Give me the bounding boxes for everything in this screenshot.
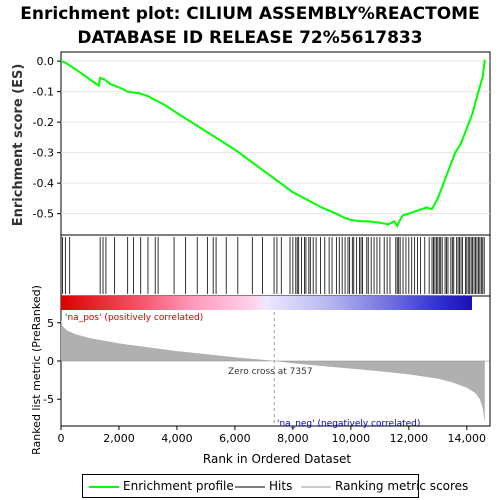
x-tick-label: 4,000	[161, 432, 193, 445]
chart-title: Enrichment plot: CILIUM ASSEMBLY%REACTOM…	[0, 2, 500, 50]
x-tick-label: 2,000	[103, 432, 135, 445]
x-tick-label: 6,000	[219, 432, 251, 445]
chart-title-line2: DATABASE ID RELEASE 72%5617833	[77, 28, 423, 48]
x-tick-label: 0	[58, 432, 65, 445]
legend-swatch-hits	[235, 485, 265, 488]
legend-swatch-ranking	[301, 485, 331, 488]
es-y-tick-label: -0.4	[33, 177, 54, 190]
legend-item-enrichment-profile: Enrichment profile	[89, 479, 234, 493]
legend: Enrichment profile Hits Ranking metric s…	[82, 474, 468, 498]
es-y-tick-label: -0.1	[33, 86, 54, 99]
ranking-color-band	[61, 296, 472, 310]
chart-title-line1: Enrichment plot: CILIUM ASSEMBLY%REACTOM…	[20, 4, 480, 24]
legend-item-ranking-metric: Ranking metric scores	[301, 479, 468, 493]
x-tick-label: 14,000	[448, 432, 487, 445]
es-y-axis-label: Enrichment score (ES)	[11, 64, 26, 227]
enrichment-profile-line	[60, 59, 486, 228]
es-y-tick-label: -0.2	[33, 116, 54, 129]
es-y-tick-label: 0.0	[37, 55, 55, 68]
x-tick-label: 8,000	[277, 432, 309, 445]
metric-y-axis-label: Ranked list metric (PreRanked)	[30, 285, 43, 455]
neg-correlated-label: 'na_neg' (negatively correlated)	[277, 419, 420, 429]
zero-cross-label: Zero cross at 7357	[228, 367, 313, 377]
hits-panel-frame	[60, 234, 491, 297]
pos-correlated-label: 'na_pos' (positively correlated)	[65, 313, 203, 323]
ranked-metric-area	[61, 318, 485, 423]
metric-y-tick-label: 0	[47, 355, 54, 368]
es-y-tick-label: -0.5	[33, 208, 54, 221]
legend-swatch-enrichment	[89, 485, 119, 488]
x-tick-label: 12,000	[390, 432, 429, 445]
metric-y-tick-label: -5	[43, 393, 54, 406]
metric-y-tick-label: 5	[47, 317, 54, 330]
es-y-tick-label: -0.3	[33, 147, 54, 160]
x-tick-label: 10,000	[332, 432, 371, 445]
legend-item-hits: Hits	[235, 479, 292, 493]
x-axis-label: Rank in Ordered Dataset	[203, 452, 351, 466]
